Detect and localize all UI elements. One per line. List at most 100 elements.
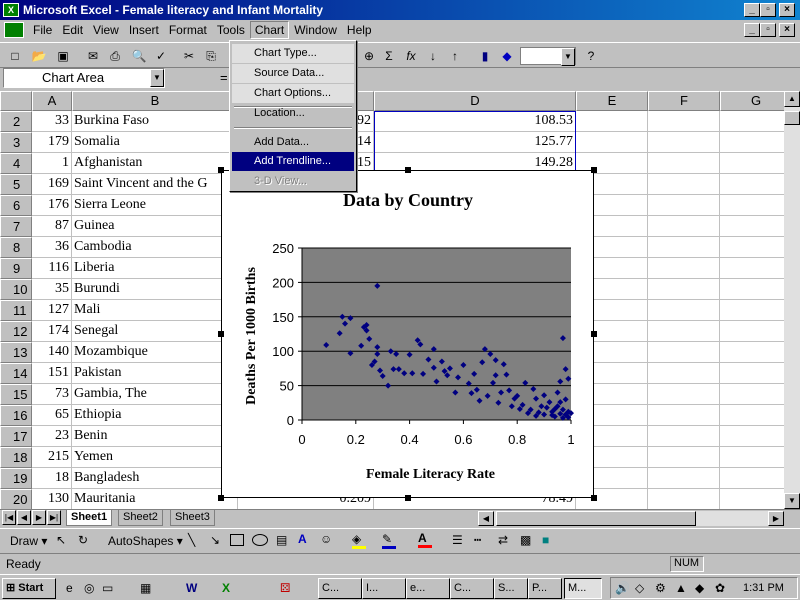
data-point[interactable]: [452, 389, 459, 396]
cell-g[interactable]: [720, 216, 784, 237]
tray-icon-2[interactable]: ⚙: [655, 581, 666, 595]
data-point[interactable]: [468, 390, 475, 397]
line-icon[interactable]: ╲: [188, 533, 196, 547]
outlook-icon[interactable]: ◎: [84, 581, 95, 595]
data-point[interactable]: [420, 370, 427, 377]
cell-b[interactable]: Senegal: [72, 321, 238, 342]
restore-button[interactable]: ▫: [760, 3, 776, 17]
cell-e[interactable]: [576, 489, 648, 509]
cell-a[interactable]: 73: [32, 384, 72, 405]
cell-g[interactable]: [720, 195, 784, 216]
data-point[interactable]: [438, 358, 445, 365]
data-point[interactable]: [414, 337, 421, 344]
cell-e[interactable]: [576, 384, 648, 405]
cell-f[interactable]: [648, 195, 720, 216]
cell-g[interactable]: [720, 111, 784, 132]
cell-e[interactable]: [576, 363, 648, 384]
cell-f[interactable]: [648, 300, 720, 321]
cell-e[interactable]: [576, 447, 648, 468]
print-preview-icon[interactable]: 🔍: [131, 49, 147, 63]
data-point[interactable]: [323, 342, 330, 349]
data-point[interactable]: [549, 408, 556, 415]
cell-f[interactable]: [648, 384, 720, 405]
row-header[interactable]: 6: [0, 195, 32, 216]
data-point[interactable]: [527, 406, 534, 413]
col-header-e[interactable]: E: [576, 91, 648, 111]
data-point[interactable]: [390, 366, 397, 373]
cell-a[interactable]: 169: [32, 174, 72, 195]
embedded-chart[interactable]: Data by Country 0 50 100 150 200 250 0 0.2 0.4 0.6…: [218, 167, 597, 501]
sort-ascending-icon[interactable]: ↓: [430, 49, 436, 63]
cell-b[interactable]: Sierra Leone: [72, 195, 238, 216]
cell-f[interactable]: [648, 111, 720, 132]
data-point[interactable]: [557, 399, 564, 406]
menu-item-add-data[interactable]: Add Data...: [232, 133, 354, 152]
data-point[interactable]: [446, 365, 453, 372]
cell-e[interactable]: [576, 279, 648, 300]
cell-b[interactable]: Mali: [72, 300, 238, 321]
data-point[interactable]: [562, 366, 569, 373]
resize-handle[interactable]: [591, 495, 597, 501]
cell-a[interactable]: 33: [32, 111, 72, 132]
resize-handle[interactable]: [591, 331, 597, 337]
next-sheet-icon[interactable]: ▶: [32, 510, 46, 525]
cell-b[interactable]: Yemen: [72, 447, 238, 468]
data-point[interactable]: [342, 320, 349, 327]
data-point[interactable]: [425, 356, 432, 363]
data-point[interactable]: [368, 361, 375, 368]
data-point[interactable]: [430, 346, 437, 353]
row-header[interactable]: 15: [0, 384, 32, 405]
cell-b[interactable]: Cambodia: [72, 237, 238, 258]
data-point[interactable]: [487, 350, 494, 357]
cell-e[interactable]: [576, 342, 648, 363]
data-point[interactable]: [481, 346, 488, 353]
hyperlink-icon[interactable]: ⊕: [363, 49, 375, 63]
cell-g[interactable]: [720, 426, 784, 447]
task-item-6[interactable]: P...: [528, 578, 562, 599]
data-point[interactable]: [557, 410, 564, 417]
data-point[interactable]: [543, 404, 550, 411]
doc-minimize-button[interactable]: _: [744, 23, 760, 37]
data-point[interactable]: [524, 410, 531, 417]
menu-chart[interactable]: Chart: [249, 21, 290, 39]
cell-g[interactable]: [720, 405, 784, 426]
scroll-down-icon[interactable]: ▼: [784, 493, 800, 509]
cell-g[interactable]: [720, 363, 784, 384]
data-point[interactable]: [554, 389, 561, 396]
cell-g[interactable]: [720, 279, 784, 300]
row-header[interactable]: 10: [0, 279, 32, 300]
data-point[interactable]: [473, 386, 480, 393]
draw-menu[interactable]: Draw ▾: [10, 534, 48, 548]
data-point[interactable]: [559, 406, 566, 413]
cell-e[interactable]: [576, 258, 648, 279]
data-point[interactable]: [508, 403, 515, 410]
cell-b[interactable]: Afghanistan: [72, 153, 238, 174]
dice-icon[interactable]: ⚄: [280, 581, 291, 595]
cell-a[interactable]: 176: [32, 195, 72, 216]
cell-f[interactable]: [648, 363, 720, 384]
resize-handle[interactable]: [405, 495, 411, 501]
data-point[interactable]: [533, 395, 540, 402]
scroll-left-icon[interactable]: ◀: [478, 511, 494, 526]
doc-close-button[interactable]: ×: [779, 23, 795, 37]
email-icon[interactable]: ✉: [87, 49, 99, 63]
data-point[interactable]: [395, 366, 402, 373]
task-item-7[interactable]: M...: [564, 578, 602, 599]
new-icon[interactable]: □: [11, 49, 19, 63]
cell-b[interactable]: Burkina Faso: [72, 111, 238, 132]
cell-f[interactable]: [648, 468, 720, 489]
data-point[interactable]: [409, 370, 416, 377]
data-point[interactable]: [549, 412, 556, 419]
row-header[interactable]: 20: [0, 489, 32, 509]
cell-f[interactable]: [648, 342, 720, 363]
dash-style-icon[interactable]: ┅: [474, 533, 482, 547]
data-point[interactable]: [441, 368, 448, 375]
cell-f[interactable]: [648, 153, 720, 174]
data-point[interactable]: [541, 392, 548, 399]
cell-d[interactable]: 125.77: [374, 132, 576, 153]
row-header[interactable]: 11: [0, 300, 32, 321]
menu-item-chart-options[interactable]: Chart Options...: [232, 84, 354, 103]
cell-g[interactable]: [720, 468, 784, 489]
cell-e[interactable]: [576, 174, 648, 195]
data-point[interactable]: [565, 414, 572, 421]
